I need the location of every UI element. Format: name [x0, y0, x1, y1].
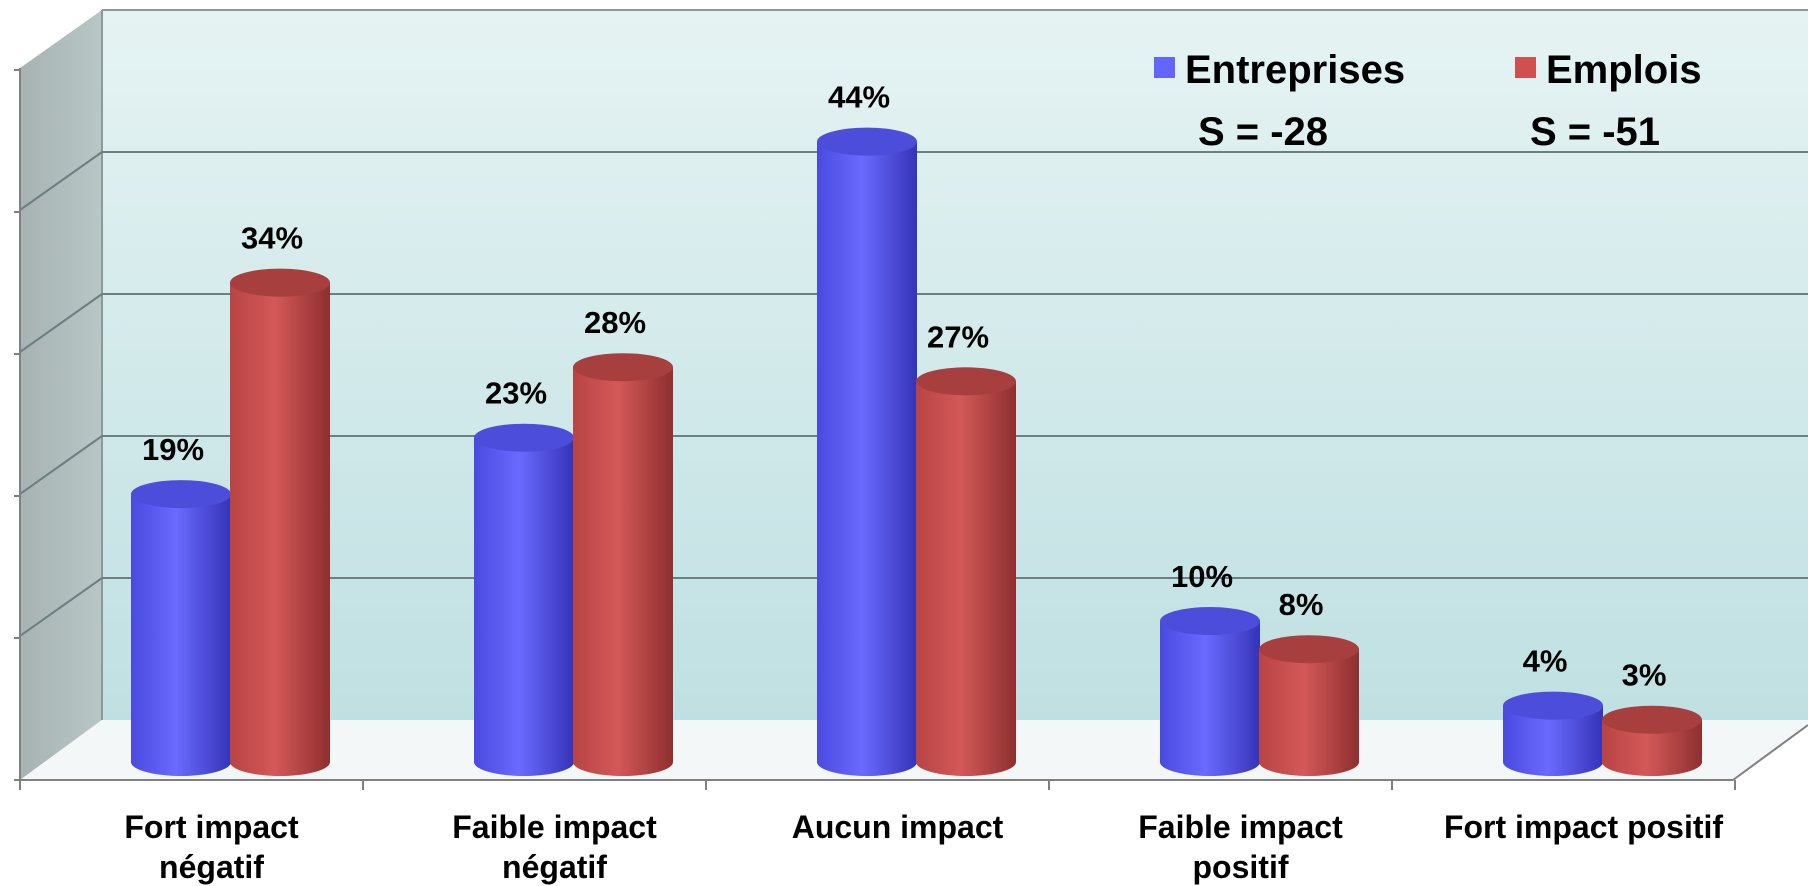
value-label-entreprises-2: 23% — [485, 376, 547, 411]
legend-swatch-emplois — [1515, 57, 1536, 78]
gridline-side — [19, 577, 103, 637]
gridline-side — [19, 151, 103, 211]
value-label-emplois-2: 28% — [584, 305, 646, 340]
gridline-side — [19, 435, 103, 495]
value-label-entreprises-1: 19% — [142, 432, 204, 467]
category-label-2: négatif — [502, 849, 607, 885]
bar-entreprises-3 — [817, 127, 917, 777]
gridlines — [19, 151, 1808, 637]
category-label-1: Fort impact — [124, 809, 299, 845]
category-label-4: positif — [1193, 849, 1289, 885]
category-label-3: Aucun impact — [792, 809, 1004, 845]
side-wall — [20, 10, 102, 780]
bar-emplois-1 — [230, 268, 330, 776]
legend-label-entreprises: Entreprises — [1185, 48, 1405, 92]
category-labels: Fort impact négatif Faible impact négatif Au… — [124, 809, 1723, 885]
bar-entreprises-1 — [131, 480, 231, 776]
bar-entreprises-4 — [1160, 607, 1260, 776]
category-label-2: Faible impact — [452, 809, 657, 845]
category-label-4: Faible impact — [1138, 809, 1343, 845]
value-label-entreprises-5: 4% — [1523, 644, 1568, 679]
value-label-emplois-5: 3% — [1622, 658, 1667, 693]
bar-entreprises-2 — [474, 423, 574, 776]
value-label-entreprises-3: 44% — [828, 80, 890, 115]
bar-emplois-5 — [1602, 705, 1702, 776]
legend-swatch-entreprises — [1154, 57, 1175, 78]
legend: Entreprises Emplois S = -28 S = -51 — [1154, 48, 1702, 154]
gridline-side — [19, 293, 103, 353]
bar-emplois-3 — [916, 367, 1016, 776]
bar-emplois-2 — [573, 353, 673, 776]
value-labels: 19% 34% 23% 28% 44% 27% 10% 8% 4% 3% — [142, 80, 1666, 693]
floor-edge — [1732, 724, 1808, 781]
bar-entreprises-5 — [1503, 691, 1603, 776]
value-label-emplois-1: 34% — [241, 221, 303, 256]
category-label-5: Fort impact positif — [1444, 809, 1723, 845]
bar-emplois-4 — [1259, 635, 1359, 776]
legend-label-emplois: Emplois — [1546, 48, 1702, 92]
axis — [14, 68, 1808, 790]
summary-emplois: S = -51 — [1530, 110, 1660, 154]
value-label-entreprises-4: 10% — [1171, 559, 1233, 594]
bars — [131, 127, 1702, 777]
value-label-emplois-4: 8% — [1279, 587, 1324, 622]
category-label-1: négatif — [159, 849, 264, 885]
summary-entreprises: S = -28 — [1198, 110, 1328, 154]
value-label-emplois-3: 27% — [927, 319, 989, 354]
